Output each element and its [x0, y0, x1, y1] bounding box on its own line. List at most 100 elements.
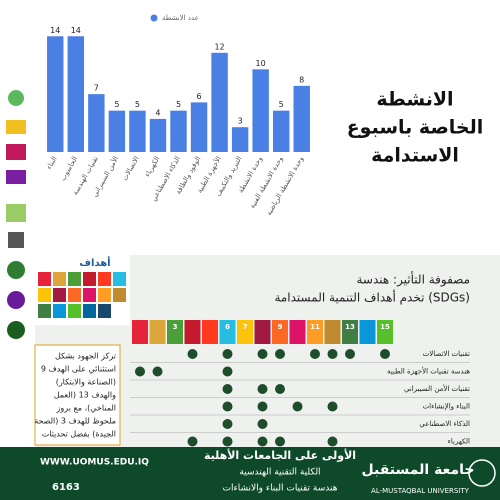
sdg-icon: [38, 288, 51, 302]
impact-dot: [292, 401, 303, 412]
legend-swatch: [150, 14, 158, 22]
sdg-icon: [113, 288, 126, 302]
sdg-header: [307, 320, 323, 344]
impact-dot: [327, 401, 338, 412]
sdg-header: [202, 320, 218, 344]
uni-name-en: AL-MUSTAQBAL UNIVERSITY: [371, 487, 470, 495]
footer-line: الكلية التقنية الهندسية: [239, 468, 320, 478]
side-title: الاستدامة: [371, 145, 459, 167]
impact-dot: [275, 349, 285, 359]
sdg-header: [377, 320, 393, 344]
matrix-title: تخدم أهداف التنمية المستدامة (SDGs): [274, 290, 470, 305]
row-label: البناء والإنشاءات: [423, 403, 470, 411]
sdg-header: [254, 320, 271, 344]
impact-dot: [257, 384, 268, 394]
impact-dot: [380, 349, 390, 359]
sdg-icon: [68, 272, 81, 286]
x-tick-label: وحدة الانشطة الرياضية: [265, 155, 305, 217]
note-line: تركز الجهود بشكل: [55, 352, 116, 361]
sdg-number: 6: [225, 323, 230, 331]
side-title: الخاصة باسبوع: [347, 117, 484, 139]
sdg-header: [324, 320, 341, 344]
sdg-icon: [83, 272, 96, 286]
value-label: 5: [279, 100, 284, 109]
footer: [0, 447, 500, 500]
impact-dot: [257, 436, 268, 447]
note-line: (الصناعة والابتكار): [56, 378, 116, 387]
note-line: ملحوظ للهدف 3 (الصحة: [34, 417, 116, 426]
bar: [252, 69, 269, 152]
impact-dot: [222, 436, 233, 447]
value-label: 8: [299, 75, 304, 84]
impact-dot: [222, 384, 233, 394]
footer-phone: 6163: [52, 482, 80, 493]
impact-dot: [222, 366, 233, 377]
sdg-number: 15: [380, 323, 390, 331]
sdg-icon: [38, 272, 51, 286]
bar: [129, 110, 146, 152]
sdg-header: [184, 320, 201, 344]
footer-line: هندسة تقنيات البناء والانشاءات: [223, 484, 338, 494]
sdg-number: 11: [310, 323, 320, 331]
sdg-icon: [53, 304, 66, 318]
note-line: استثنائي على الهدف 9: [41, 365, 116, 374]
x-tick-label: البناء: [45, 155, 59, 171]
bar: [88, 94, 105, 152]
bar: [149, 118, 167, 152]
impact-dot: [222, 401, 233, 412]
impact-dot: [152, 366, 163, 377]
value-label: 10: [256, 59, 266, 68]
title-panel: [315, 0, 500, 255]
impact-dot: [345, 349, 355, 359]
sdg-icon: [68, 288, 81, 302]
x-tick-label: الكهرباء: [143, 155, 161, 178]
impact-dot: [257, 419, 268, 429]
note-line: الجيدة) بفضل تحديثات: [42, 430, 116, 439]
sdg-number: 7: [243, 323, 248, 331]
sdg-header: [272, 320, 288, 344]
impact-dot: [275, 384, 285, 394]
sdg-header: [149, 320, 166, 344]
row-label: هندسة تقنيات الأجهزة الطبية: [387, 367, 470, 376]
uni-logo: [468, 459, 496, 487]
bar: [231, 127, 249, 152]
bar: [293, 85, 310, 152]
sdg-icon: [53, 272, 66, 286]
legend-label: عدد الانشطة: [162, 14, 199, 22]
matrix-title: مصفوفة التأثير: هندسة: [356, 271, 470, 288]
footer-web: WWW.UOMUS.EDU.IQ: [40, 458, 149, 468]
impact-dot: [275, 436, 285, 447]
impact-dot: [257, 349, 268, 359]
value-label: 5: [135, 100, 140, 109]
sdg-icon: [38, 304, 51, 318]
value-label: 3: [238, 117, 243, 126]
row-label: تقنيات الاتصالات: [423, 350, 470, 358]
sdg-icon: [83, 288, 96, 302]
sdg-header: [342, 320, 358, 344]
sdg-number: 9: [278, 323, 283, 331]
note-box: [34, 344, 121, 446]
sdg-number: 13: [345, 323, 355, 331]
impact-dot: [135, 366, 145, 377]
sdg-number: 3: [173, 323, 178, 331]
sdg-icons: [38, 272, 126, 318]
note-line: المناخي)، مع بروز: [56, 404, 116, 413]
sdg-icon: [98, 288, 111, 302]
bar: [190, 102, 208, 152]
value-label: 14: [50, 26, 60, 35]
bar: [211, 52, 228, 152]
value-label: 12: [214, 42, 224, 51]
impact-dot: [327, 349, 338, 359]
impact-dot: [327, 436, 338, 447]
sdg-header: [289, 320, 306, 344]
side-title: الانشطة: [376, 89, 453, 111]
note: تركز الجهود بشكل استثنائي على الهدف 9 (الص…: [34, 352, 116, 439]
sdg-icon: [113, 272, 126, 286]
bar: [170, 110, 187, 152]
bar: [47, 36, 64, 153]
logos: [6, 90, 26, 339]
sdg-icon: [98, 304, 111, 318]
footer-line: الأولى على الجامعات الأهلية: [204, 448, 356, 462]
